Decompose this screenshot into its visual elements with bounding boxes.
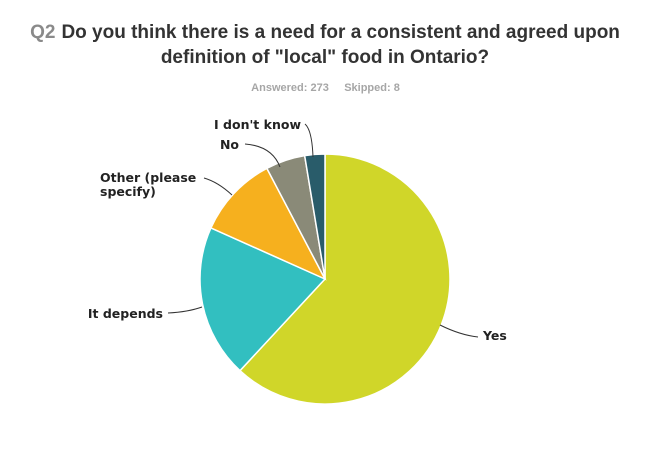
slice-label: I don't know (214, 117, 301, 132)
slice-label: Yes (482, 328, 507, 343)
skipped-count: Skipped: 8 (344, 82, 400, 94)
slice-label: Other (please specify) (100, 170, 196, 199)
pie-slices (199, 153, 451, 405)
question-number: Q2 (30, 22, 55, 43)
pie-slice-yes[interactable] (238, 153, 451, 405)
question-text-line1: Do you think there is a need for a consi… (61, 22, 619, 43)
pie-labels: Yes It depends Other (please specify) No I do… (88, 117, 507, 343)
question-title-line2: definition of "local" food in Ontario? (161, 47, 489, 68)
leader-line (439, 324, 479, 338)
leader-line (167, 306, 203, 314)
leader-line (304, 123, 314, 158)
slice-label: It depends (88, 306, 163, 321)
pie-slice-other-please-specify[interactable] (209, 167, 327, 281)
slice-label: No (220, 137, 239, 152)
question-title-line1: Q2 Do you think there is a need for a con… (30, 22, 620, 43)
pie-slice-it-depends[interactable] (199, 226, 327, 372)
leader-line (244, 143, 281, 168)
pie-slice-i-don-t-know[interactable] (303, 153, 326, 280)
leader-line (203, 177, 233, 196)
answered-count: Answered: 273 (251, 82, 329, 94)
